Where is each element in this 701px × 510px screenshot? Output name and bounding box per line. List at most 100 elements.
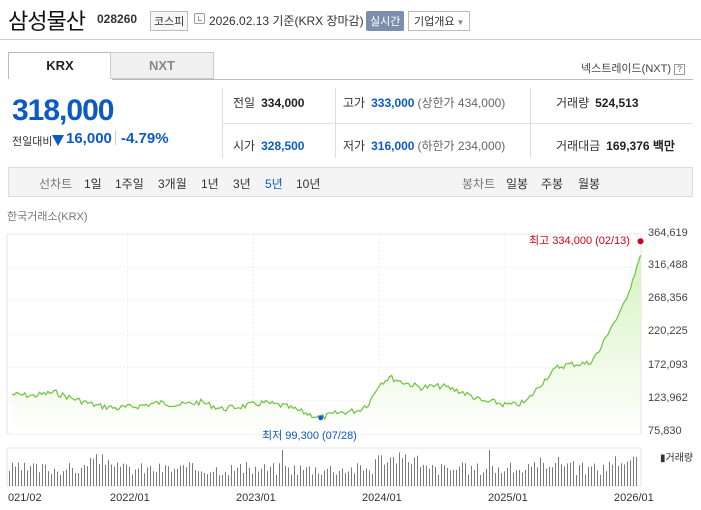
y-tick: 316,488	[648, 259, 688, 271]
volume-bar	[255, 466, 256, 486]
volume-bar	[432, 465, 433, 486]
volume-bar	[336, 474, 337, 486]
volume-bar	[186, 467, 187, 486]
volume-bar	[567, 463, 568, 486]
volume-bar	[300, 465, 301, 486]
volume-bar	[132, 474, 133, 486]
current-price: 318,000	[12, 94, 114, 127]
volume-bar	[60, 475, 61, 486]
low-marker	[318, 415, 324, 421]
y-tick: 123,962	[648, 392, 688, 404]
period-toolbar: 선차트 1일 1주일 3개월 1년 3년 5년 10년 봉차트 일봉 주봉 월봉	[8, 167, 693, 197]
price-chart[interactable]	[0, 220, 701, 505]
volume-bar	[183, 465, 184, 486]
volume-bar	[429, 468, 430, 486]
volume-bar	[507, 468, 508, 486]
volume-bar	[168, 466, 169, 486]
volume-bar	[549, 466, 550, 486]
period-3m[interactable]: 3개월	[158, 177, 187, 191]
volume-bar	[123, 463, 124, 486]
volume-bar	[381, 455, 382, 486]
volume-bar	[297, 474, 298, 486]
volume-bar	[411, 464, 412, 486]
volume-bar	[27, 470, 28, 486]
nxt-link[interactable]: 넥스트레이드(NXT)?	[581, 60, 685, 76]
volume-bar	[582, 462, 583, 486]
volume-bar	[84, 465, 85, 486]
volume-legend: ▮거래량	[660, 449, 693, 464]
stat-lower-limit: (하한가 234,000)	[417, 139, 506, 153]
realtime-button[interactable]: 실시간	[366, 11, 405, 31]
volume-bar	[231, 465, 232, 486]
volume-bar	[219, 475, 220, 486]
period-1d[interactable]: 1일	[84, 177, 102, 191]
stat-value: 334,000	[261, 96, 305, 110]
volume-bar	[96, 454, 97, 486]
tab-nxt[interactable]: NXT	[110, 52, 214, 79]
volume-bar	[180, 465, 181, 486]
volume-bar	[204, 473, 205, 486]
volume-bar	[396, 463, 397, 486]
volume-bar	[222, 474, 223, 486]
volume-bar	[315, 467, 316, 486]
volume-bar	[312, 474, 313, 486]
volume-bar	[210, 472, 211, 486]
volume-bar	[384, 464, 385, 486]
help-icon[interactable]: ?	[674, 63, 685, 75]
period-10y[interactable]: 10년	[296, 177, 321, 191]
stat-open: 시가 328,500	[233, 137, 304, 154]
volume-bar	[471, 465, 472, 486]
volume-bar	[207, 474, 208, 486]
volume-bar	[600, 474, 601, 486]
volume-bar	[294, 465, 295, 486]
volume-bar	[276, 474, 277, 486]
stat-label: 저가	[343, 139, 366, 153]
volume-bar	[153, 471, 154, 486]
candle-weekly[interactable]: 주봉	[541, 177, 564, 191]
volume-bar	[57, 471, 58, 486]
stat-high: 고가 333,000 (상한가 434,000)	[343, 94, 505, 111]
volume-bar	[105, 464, 106, 486]
volume-bar	[516, 470, 517, 486]
volume-bar	[201, 471, 202, 486]
volume-bar	[375, 459, 376, 486]
candle-daily[interactable]: 일봉	[506, 177, 529, 191]
volume-bar	[498, 467, 499, 486]
stat-volume: 거래량 524,513	[556, 94, 639, 111]
period-1y[interactable]: 1년	[201, 177, 219, 191]
volume-bar	[444, 465, 445, 486]
volume-bar	[519, 469, 520, 486]
volume-bar	[69, 462, 70, 486]
volume-bar	[18, 462, 19, 486]
volume-bar	[474, 469, 475, 486]
volume-bar	[195, 470, 196, 486]
x-tick: 2024/01	[362, 492, 402, 504]
volume-bar	[285, 465, 286, 486]
period-3y[interactable]: 3년	[233, 177, 251, 191]
volume-bar	[435, 466, 436, 486]
company-info-label: 기업개요	[414, 16, 455, 28]
volume-bar	[558, 456, 559, 486]
company-info-dropdown[interactable]: 기업개요 ▼	[408, 11, 471, 31]
volume-bar	[42, 464, 43, 486]
volume-bar	[576, 475, 577, 486]
volume-bar	[171, 471, 172, 486]
tab-krx[interactable]: KRX	[8, 52, 112, 79]
volume-bar	[597, 470, 598, 486]
volume-bar	[351, 467, 352, 486]
volume-bar	[405, 454, 406, 486]
volume-bar	[270, 466, 271, 486]
volume-bar	[51, 473, 52, 486]
period-1w[interactable]: 1주일	[115, 177, 144, 191]
stock-name: 삼성물산	[8, 9, 86, 34]
volume-bar	[483, 472, 484, 486]
volume-legend-icon: ▮	[660, 453, 666, 464]
volume-bar	[33, 463, 34, 486]
stat-label: 시가	[233, 139, 256, 153]
volume-bar	[165, 465, 166, 486]
volume-bar	[93, 459, 94, 486]
period-5y[interactable]: 5년	[265, 177, 283, 191]
volume-bar	[504, 471, 505, 486]
candle-monthly[interactable]: 월봉	[578, 177, 601, 191]
volume-bar	[378, 455, 379, 486]
